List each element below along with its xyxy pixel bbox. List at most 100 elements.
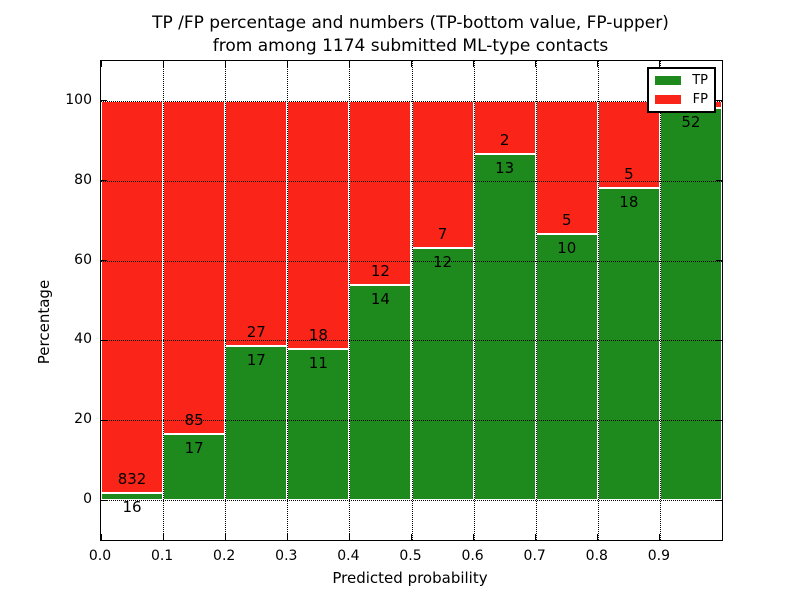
x-tick-label: 0.1 (150, 548, 174, 564)
grid-line-vertical (349, 61, 351, 540)
y-axis-tick (716, 419, 722, 421)
grid-line-vertical (163, 61, 165, 540)
bar-count-label-fp: 5 (624, 164, 634, 183)
bar-segment-tp (101, 492, 164, 501)
y-axis-tick (101, 499, 107, 501)
x-tick-label: 0.9 (647, 548, 671, 564)
bar-segment-tp (659, 108, 722, 501)
y-axis-tick (716, 100, 722, 102)
bar-count-label-tp: 16 (122, 497, 142, 516)
bar-count-label-tp: 11 (308, 353, 328, 372)
bar-count-label-fp: 832 (117, 469, 147, 488)
bar-count-label-tp: 14 (370, 290, 390, 309)
x-tick-label: 0.8 (585, 548, 608, 564)
x-tick-label: 0.0 (88, 548, 112, 564)
x-axis-tick (659, 61, 661, 67)
bar-segment-tp (535, 233, 598, 501)
x-axis-tick (535, 61, 537, 67)
grid-line-vertical (597, 61, 599, 540)
y-tick-label: 20 (74, 411, 92, 428)
x-axis-tick (659, 534, 661, 540)
x-axis-label: Predicted probability (332, 569, 488, 587)
bar-count-label-fp: 18 (308, 325, 328, 344)
y-axis-tick (101, 260, 107, 262)
y-tick-label: 80 (74, 171, 92, 188)
y-axis-label: Percentage (35, 279, 53, 365)
bar-count-label-fp: 12 (370, 262, 390, 281)
bar-count-label-fp: 85 (184, 410, 204, 429)
x-tick-label: 0.6 (461, 548, 484, 564)
x-axis-tick (162, 61, 164, 67)
bar-count-label-tp: 12 (433, 252, 453, 271)
x-axis-tick (100, 534, 102, 540)
x-axis-tick (411, 61, 412, 67)
bar-count-label-fp: 2 (499, 131, 510, 150)
x-tick-label: 0.4 (337, 548, 360, 564)
x-axis-tick (597, 61, 599, 67)
x-axis-tick (348, 534, 350, 540)
y-tick-label: 0 (83, 491, 92, 508)
chart-title-line1: TP /FP percentage and numbers (TP-bottom… (152, 13, 669, 33)
bar-segment-fp (535, 100, 598, 234)
x-tick-label: 0.7 (523, 548, 546, 564)
y-tick-label: 100 (65, 91, 92, 108)
bar-segment-tp (225, 345, 288, 501)
grid-line-vertical (659, 61, 661, 540)
x-axis-tick (411, 534, 412, 540)
y-axis-tick (101, 339, 107, 341)
chart-title: TP /FP percentage and numbers (TP-bottom… (100, 12, 721, 58)
legend: TP FP (647, 67, 716, 113)
x-axis-tick (535, 534, 537, 540)
y-axis-tick (716, 499, 722, 501)
x-tick-label: 0.3 (275, 548, 298, 564)
bar-segment-fp (101, 100, 164, 493)
bar-count-label-tp: 18 (619, 192, 639, 211)
x-tick-label: 0.5 (399, 548, 422, 564)
y-tick-label: 60 (74, 251, 92, 268)
chart-title-line2: from among 1174 submitted ML-type contac… (212, 36, 609, 56)
bar-count-label-tp: 17 (184, 438, 204, 457)
y-axis-tick (101, 100, 107, 102)
x-axis-tick (100, 61, 102, 67)
y-tick-label: 40 (74, 331, 92, 348)
bar-segment-tp (349, 285, 412, 501)
bar-segment-tp (287, 348, 350, 501)
bar-count-label-tp: 13 (495, 159, 515, 178)
bar-count-label-fp: 5 (561, 210, 572, 229)
legend-label-tp: TP (692, 73, 708, 88)
bar-segment-fp (163, 100, 226, 434)
x-axis-tick (286, 534, 288, 540)
grid-line-vertical (535, 61, 537, 540)
grid-line-vertical (225, 61, 227, 540)
bar-segment-fp (225, 100, 288, 346)
y-axis-tick (716, 260, 722, 262)
legend-row-fp: FP (655, 92, 708, 107)
legend-row-tp: TP (655, 73, 708, 88)
bar-segment-tp (411, 247, 474, 501)
bar-segment-tp (473, 154, 536, 501)
tp-swatch-icon (655, 76, 681, 85)
bar-segment-fp (411, 100, 474, 248)
bar-segment-fp (349, 100, 412, 286)
x-axis-tick (286, 61, 288, 67)
grid-line-vertical (473, 61, 475, 540)
x-axis-tick (224, 61, 226, 67)
bar-count-label-tp: 52 (681, 113, 701, 132)
plot-area: 832 16 85 17 27 17 18 11 12 14 7 12 2 13 5 10 5 18 52 TP F… (100, 60, 723, 541)
y-axis-tick (716, 180, 722, 182)
x-axis-tick (597, 534, 599, 540)
legend-label-fp: FP (692, 92, 708, 107)
grid-line-vertical (411, 61, 413, 540)
grid-line-vertical (287, 61, 289, 540)
x-tick-label: 0.2 (213, 548, 236, 564)
bar-count-label-fp: 7 (437, 224, 448, 243)
x-axis-tick (162, 534, 164, 540)
bar-segment-tp (597, 187, 660, 501)
x-axis-tick (473, 534, 475, 540)
bar-segment-fp (287, 100, 350, 349)
y-axis-tick (716, 339, 722, 341)
x-axis-tick (348, 61, 350, 67)
y-axis-tick (101, 419, 107, 421)
x-axis-tick (473, 61, 475, 67)
